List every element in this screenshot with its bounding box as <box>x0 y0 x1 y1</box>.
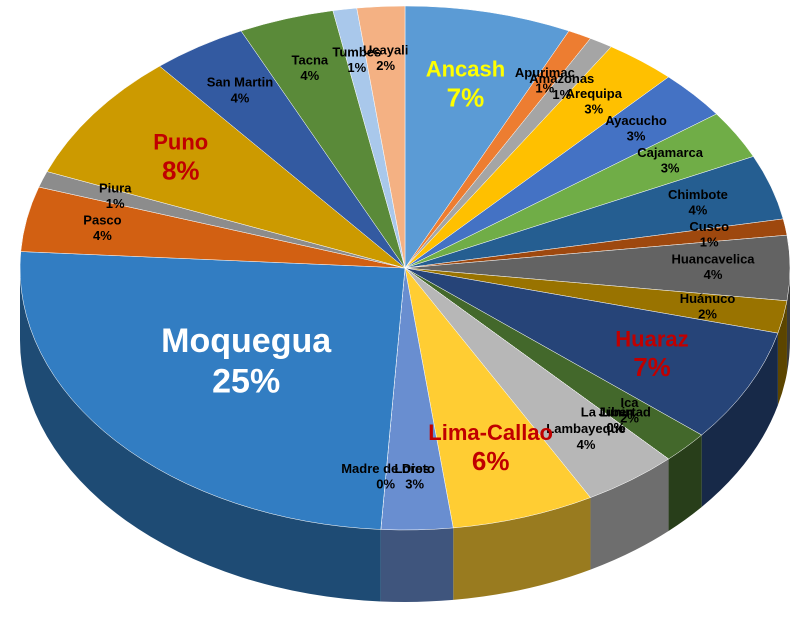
slice-value-label: 1% <box>535 80 554 95</box>
slice-label: Cusco <box>689 219 729 234</box>
slice-value-label: 6% <box>472 446 510 476</box>
slice-value-label: 8% <box>162 156 200 186</box>
slice-value-label: 2% <box>698 307 717 322</box>
slice-value-label: 4% <box>93 228 112 243</box>
slice-label: Huánuco <box>680 291 736 306</box>
slice-value-label: 4% <box>300 68 319 83</box>
slice-label: Lambayeque <box>546 421 625 436</box>
slice <box>356 5 406 269</box>
slice-label: Tacna <box>292 52 329 67</box>
slice-label: Huancavelica <box>671 252 755 267</box>
slice-label: Cajamarca <box>637 145 704 160</box>
slice <box>19 251 406 530</box>
slice-value-label: 3% <box>584 102 603 117</box>
slice-label: Piura <box>99 181 132 196</box>
slice-label: Ayacucho <box>605 113 667 128</box>
slice-label: Ancash <box>426 57 505 82</box>
slice-label: Chimbote <box>668 187 728 202</box>
slice-value-label: 1% <box>106 196 125 211</box>
slice-label: Huaraz <box>615 326 688 351</box>
slice-side <box>786 268 790 373</box>
slice <box>404 267 591 529</box>
slice-side <box>20 268 381 602</box>
slice-value-label: 3% <box>405 477 424 492</box>
slice-side <box>380 527 454 603</box>
slice-value-label: 3% <box>627 129 646 144</box>
slice-value-label: 25% <box>212 363 280 401</box>
slice <box>46 65 406 269</box>
slice-label: Ucayali <box>363 42 409 57</box>
slice-label: Pasco <box>83 212 121 227</box>
slice-label: Apurimac <box>515 65 575 80</box>
slice-label: San Martin <box>207 75 274 90</box>
slice-value-label: 4% <box>689 202 708 217</box>
slice-side <box>701 333 778 508</box>
slice-label: Amazonas <box>529 71 594 86</box>
slice-label: Loreto <box>394 461 435 476</box>
slice-value-label: 2% <box>376 58 395 73</box>
slice-side <box>453 497 591 600</box>
slice-label: Lima-Callao <box>428 420 553 445</box>
slice-label: Madre de Dios <box>341 461 430 476</box>
slice-label: La Libertad <box>581 404 651 419</box>
slice-value-label: 4% <box>231 90 250 105</box>
slice <box>404 5 570 269</box>
slice-label: Arequipa <box>566 86 623 101</box>
slice-value-label: 0% <box>376 476 395 491</box>
slice-value-label: 4% <box>577 437 596 452</box>
slice <box>404 267 779 436</box>
slice-side <box>668 435 702 531</box>
slice-value-label: 7% <box>447 82 485 112</box>
slice-value-label: 1% <box>700 234 719 249</box>
slice-value-label: 0% <box>606 420 625 435</box>
slice-value-label: 1% <box>552 87 571 102</box>
slice-value-label: 2% <box>620 411 639 426</box>
slice-label: Tumbes <box>332 45 381 60</box>
slice-value-label: 0% <box>606 420 625 435</box>
slice-label: Junin <box>599 404 634 419</box>
slice-side <box>590 458 669 570</box>
slice-label: Ica <box>620 395 639 410</box>
slice-value-label: 4% <box>704 267 723 282</box>
slice-label: Moquegua <box>161 322 332 360</box>
slice-value-label: 3% <box>661 161 680 176</box>
slice-value-label: 1% <box>347 60 366 75</box>
slice-label: Puno <box>153 130 208 155</box>
slice-value-label: 7% <box>633 352 671 382</box>
